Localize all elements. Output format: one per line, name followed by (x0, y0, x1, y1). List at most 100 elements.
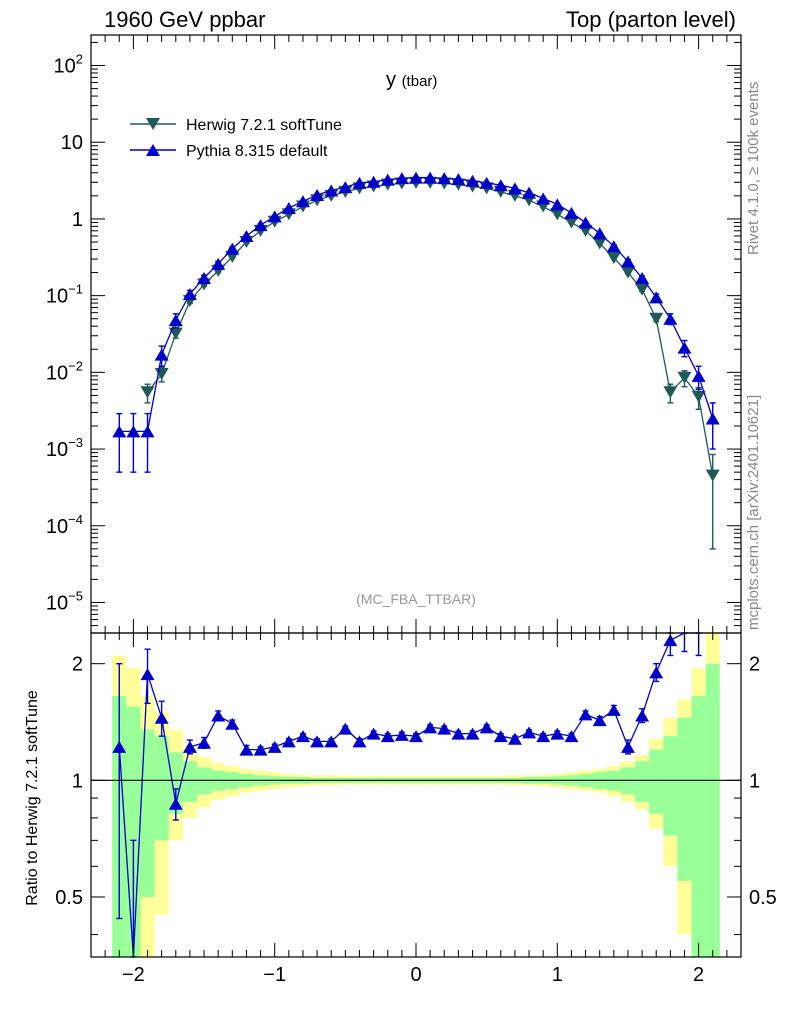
herwig-marker (140, 386, 155, 399)
herwig-marker (635, 283, 650, 296)
pythia-marker (211, 257, 226, 270)
ratio-pythia-marker (493, 730, 508, 743)
ratio-band-green-bin (705, 663, 720, 957)
ratio-pythia-marker (465, 727, 480, 740)
ratio-pythia-marker (168, 797, 183, 810)
pythia-marker (380, 173, 395, 186)
ratio-x-tick-label: 1 (552, 964, 563, 986)
herwig-marker (592, 237, 607, 250)
pythia-marker (522, 186, 537, 199)
main-y-tick-label: 10−5 (46, 588, 83, 614)
herwig-marker (691, 390, 706, 403)
pythia-marker (649, 291, 664, 304)
pythia-marker (677, 341, 692, 354)
main-y-tick-label: 10−4 (46, 512, 83, 538)
ratio-pythia-marker (112, 740, 127, 753)
ratio-pythia-marker (437, 722, 452, 735)
pythia-marker (197, 271, 212, 284)
main-y-tick-label: 10−1 (46, 282, 83, 308)
ratio-y-tick-label-right: 0.5 (749, 887, 777, 909)
ratio-pythia-marker (423, 721, 438, 734)
herwig-marker (663, 386, 678, 399)
legend-pythia-label: Pythia 8.315 default (186, 143, 328, 160)
pythia-marker (253, 219, 268, 232)
pythia-marker (310, 189, 325, 202)
ratio-band-green-bin (154, 736, 169, 841)
pythia-marker (267, 210, 282, 223)
ratio-pythia-marker (154, 711, 169, 724)
herwig-line (146, 182, 714, 476)
ratio-pythia-marker (663, 634, 678, 647)
ratio-pythia-marker (606, 703, 621, 716)
herwig-marker (550, 208, 565, 221)
main-y-tick-label: 1 (72, 209, 83, 231)
pythia-marker (606, 240, 621, 253)
pythia-marker (423, 171, 438, 184)
ratio-pythia-marker (338, 722, 353, 735)
legend-pythia-marker (146, 144, 160, 156)
analysis-tag: (MC_FBA_TTBAR) (356, 591, 476, 607)
pythia-marker (338, 181, 353, 194)
ratio-y-tick-label-left: 0.5 (55, 887, 83, 909)
pythia-marker (126, 425, 141, 438)
ratio-pythia-marker (507, 732, 522, 745)
ratio-pythia-marker (620, 740, 635, 753)
pythia-marker (437, 172, 452, 185)
main-y-tick-label: 10 (61, 132, 83, 154)
ratio-x-tick-label: −1 (263, 964, 286, 986)
pythia-marker (550, 198, 565, 211)
herwig-marker (677, 371, 692, 384)
ratio-y-tick-label-right: 2 (749, 654, 760, 676)
ratio-pythia-marker (281, 735, 296, 748)
herwig-marker (620, 266, 635, 279)
ratio-band-green-bin (168, 752, 183, 814)
pythia-marker (281, 201, 296, 214)
ratio-pythia-marker (253, 743, 268, 756)
pythia-marker (691, 369, 706, 382)
pythia-marker (140, 425, 155, 438)
ratio-pythia-marker (197, 736, 212, 749)
pythia-marker (225, 242, 240, 255)
pythia-marker (479, 176, 494, 189)
ratio-pythia-marker (380, 730, 395, 743)
ratio-y-tick-label-left: 1 (72, 770, 83, 792)
pythia-marker (239, 229, 254, 242)
ratio-pythia-marker (451, 727, 466, 740)
tick-labels: 102 10 1 10−1 10−2 10−3 10−4 10−5 −2 −1 0 1 2 0.5 0.5 1… (46, 52, 777, 986)
ratio-band-green-bin (182, 761, 197, 802)
ratio-pythia-marker (324, 735, 339, 748)
pythia-marker (578, 216, 593, 229)
pythia-marker (295, 195, 310, 208)
ratio-panel-series (91, 632, 741, 958)
ratio-pythia-marker (409, 730, 423, 743)
ratio-pythia-marker (550, 727, 565, 740)
legend-herwig-marker (146, 118, 160, 130)
legend-herwig-label: Herwig 7.2.1 softTune (186, 117, 342, 134)
ratio-pythia-marker (479, 721, 494, 734)
pythia-marker (465, 174, 480, 187)
header-left-label: 1960 GeV ppbar (104, 7, 266, 32)
pythia-marker (394, 172, 409, 185)
pythia-marker (451, 173, 466, 186)
ratio-pythia-marker (578, 708, 593, 721)
pythia-marker (620, 255, 635, 268)
pythia-marker (409, 171, 423, 184)
pythia-marker (493, 179, 508, 192)
pythia-marker (324, 184, 339, 197)
pythia-marker (168, 314, 183, 327)
pythia-marker (536, 192, 551, 205)
ratio-x-tick-label: 2 (693, 964, 704, 986)
ratio-pythia-marker (394, 728, 409, 741)
main-y-tick-label: 102 (54, 52, 83, 78)
ratio-pythia-marker (310, 735, 325, 748)
ratio-pythia-marker (352, 735, 367, 748)
ratio-band-green-bin (677, 717, 692, 881)
ratio-pythia-marker (366, 727, 381, 740)
ratio-x-tick-label: 0 (410, 964, 421, 986)
ratio-uncertainty-bands (112, 633, 720, 957)
header-right-label: Top (parton level) (566, 7, 736, 32)
pythia-line (119, 177, 714, 433)
ratio-y-tick-label-left: 2 (72, 654, 83, 676)
ratio-pythia-marker (182, 740, 197, 753)
